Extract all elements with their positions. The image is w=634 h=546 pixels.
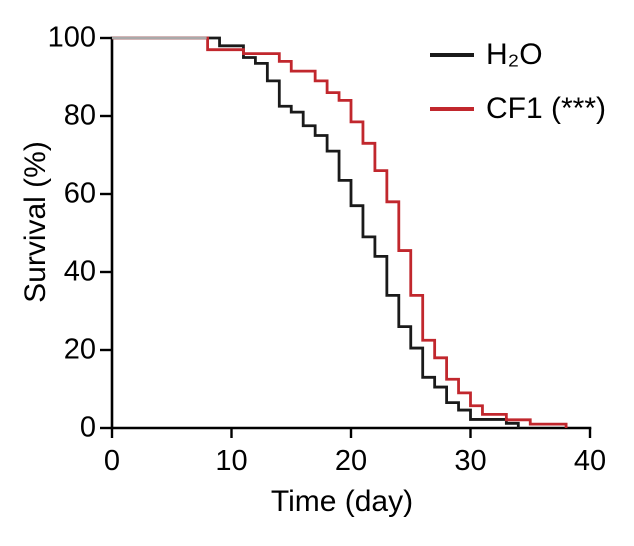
x-tick-label: 0 <box>103 445 121 477</box>
x-tick-label: 20 <box>334 445 368 477</box>
x-tick-label: 40 <box>573 445 607 477</box>
y-tick-label: 20 <box>63 333 96 366</box>
y-tick-label: 100 <box>47 21 96 54</box>
y-tick-label: 0 <box>79 411 96 444</box>
y-tick-label: 60 <box>63 177 96 210</box>
legend-label-h2o: H₂O <box>486 38 543 71</box>
x-axis-title: Time (day) <box>270 485 414 518</box>
survival-curve-cf1 <box>112 36 568 428</box>
y-tick-label: 40 <box>63 255 96 288</box>
legend-label-cf1: CF1 (***) <box>486 92 607 125</box>
legend: H₂O CF1 (***) <box>430 37 606 127</box>
legend-swatch-h2o-icon <box>430 53 474 57</box>
x-tick-label: 30 <box>454 445 487 477</box>
survival-curve-h2o <box>112 36 520 428</box>
x-tick-label: 10 <box>215 445 248 477</box>
y-axis-title: Survival (%) <box>19 141 52 303</box>
legend-item-h2o: H₂O <box>430 37 606 73</box>
legend-swatch-cf1-icon <box>430 107 474 111</box>
legend-item-cf1: CF1 (***) <box>430 91 606 127</box>
y-tick-label: 80 <box>63 99 96 132</box>
